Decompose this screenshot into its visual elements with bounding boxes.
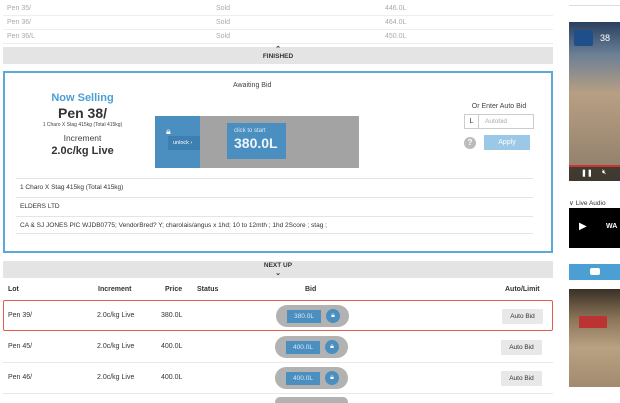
lot-info-description: 1 Charo X Stag 415kg (Total 415kg) xyxy=(16,178,533,196)
auto-bid-label: Or Enter Auto Bid xyxy=(471,103,527,110)
next-table-header: Lot Increment Price Status Bid Auto/Limi… xyxy=(3,283,553,297)
video-controls: ❚❚ 🔇︎ xyxy=(569,167,620,181)
col-bid: Bid xyxy=(305,286,317,293)
row-price: 400.0L xyxy=(161,343,183,350)
video-progress xyxy=(569,165,620,167)
finished-price: 464.0L xyxy=(385,19,407,26)
col-auto: Auto/Limit xyxy=(505,286,540,293)
live-audio-label: Live Audio xyxy=(575,200,606,207)
finished-status: Sold xyxy=(216,5,231,12)
row-lot: Pen 46/ xyxy=(8,374,33,381)
col-increment: Increment xyxy=(98,286,132,293)
sidebar-top-divider xyxy=(569,0,620,6)
row-bid-button[interactable]: 400.0L xyxy=(286,372,320,385)
help-icon[interactable]: ? xyxy=(464,136,476,149)
finished-label: FINISHED xyxy=(262,53,294,60)
lock-icon[interactable]: 🔒︎ xyxy=(325,371,339,385)
unlock-label: unlock xyxy=(173,140,189,146)
auto-bid-form: Or Enter Auto Bid L Autobid ? Apply xyxy=(464,103,534,150)
row-bid-control: 400.0L 🔒︎ xyxy=(275,367,348,389)
finished-lot: Pen 35/ xyxy=(7,5,32,12)
row-bid-button[interactable]: 380.0L xyxy=(287,310,321,323)
auto-bid-placeholder: Autobid xyxy=(485,118,508,125)
col-lot: Lot xyxy=(8,286,19,293)
col-price: Price xyxy=(165,286,183,293)
now-selling-heading: Now Selling xyxy=(51,92,114,104)
row-bid-control: 380.0L 🔒︎ xyxy=(276,305,349,327)
youtube-button[interactable] xyxy=(569,264,620,280)
audio-text: WA xyxy=(606,223,618,230)
row-price: 380.0L xyxy=(161,312,183,319)
auto-bid-prefix: L xyxy=(465,115,479,128)
finished-status: Sold xyxy=(216,33,231,40)
table-row: Pen 45/ 2.0c/kg Live 400.0L 400.0L 🔒︎ Au… xyxy=(3,332,553,363)
chevron-down-icon: ⌄ xyxy=(275,270,281,277)
col-status: Status xyxy=(197,286,219,293)
auto-bid-button[interactable]: Auto Bid xyxy=(501,340,542,355)
bid-status: Awaiting Bid xyxy=(233,82,272,89)
increment-value: 2.0c/kg Live xyxy=(51,145,114,157)
auto-bid-input[interactable]: L Autobid xyxy=(464,114,534,129)
lock-icon: 🔒︎ xyxy=(166,126,171,136)
row-bid-control-partial xyxy=(275,397,348,403)
row-lot: Pen 45/ xyxy=(8,343,33,350)
finished-toggle[interactable]: ⌃ FINISHED xyxy=(3,46,553,64)
now-selling-panel: Now Selling Pen 38/ 1 Charo X Stag 415kg… xyxy=(3,71,553,253)
auto-bid-button[interactable]: Auto Bid xyxy=(502,309,543,324)
row-lot: Pen 39/ xyxy=(8,312,33,319)
unlock-button[interactable]: 🔒︎ unlock › xyxy=(155,116,200,168)
live-audio-heading: ∨ Live Audio xyxy=(569,199,606,207)
table-row: Pen 39/ 2.0c/kg Live 380.0L 380.0L 🔒︎ Au… xyxy=(3,300,553,331)
apply-button[interactable]: Apply xyxy=(484,135,530,150)
now-selling-summary: Now Selling Pen 38/ 1 Charo X Stag 415kg… xyxy=(5,92,160,157)
row-bid-control: 400.0L 🔒︎ xyxy=(275,336,348,358)
mute-icon[interactable]: 🔇︎ xyxy=(602,169,607,176)
video-icon xyxy=(590,268,600,275)
next-up-toggle[interactable]: NEXT UP ⌄ xyxy=(3,261,553,278)
lock-icon[interactable]: 🔒︎ xyxy=(326,309,340,323)
finished-price: 446.0L xyxy=(385,5,407,12)
unlock-tag: unlock › xyxy=(168,136,200,150)
secondary-video-feed[interactable] xyxy=(569,289,620,387)
rss-icon: ∨ xyxy=(569,200,574,207)
finished-row: Pen 36/L Sold 450.0L xyxy=(3,30,553,44)
finished-row: Pen 35/ Sold 446.0L xyxy=(3,2,553,16)
arena-sign xyxy=(579,316,607,328)
table-row: Pen 46/ 2.0c/kg Live 400.0L 400.0L 🔒︎ Au… xyxy=(3,363,553,394)
lot-info-vendor: CA & SJ JONES PIC WJDB0775; VendorBred? … xyxy=(16,216,533,234)
lot-info-agent: ELDERS LTD xyxy=(16,197,533,215)
start-bid-button[interactable]: click to start 380.0L xyxy=(227,123,286,159)
row-bid-button[interactable]: 400.0L xyxy=(286,341,320,354)
bid-control: 🔒︎ unlock › click to start 380.0L xyxy=(155,116,359,168)
row-price: 400.0L xyxy=(161,374,183,381)
start-bid-label: click to start xyxy=(234,128,266,134)
row-increment: 2.0c/kg Live xyxy=(97,343,135,350)
lock-icon[interactable]: 🔒︎ xyxy=(325,340,339,354)
row-increment: 2.0c/kg Live xyxy=(97,312,135,319)
next-up-label: NEXT UP xyxy=(263,262,293,269)
auto-bid-button[interactable]: Auto Bid xyxy=(501,371,542,386)
finished-lot: Pen 36/L xyxy=(7,33,36,40)
pause-icon[interactable]: ❚❚ xyxy=(581,170,593,177)
current-bid-value: 380.0L xyxy=(234,135,278,151)
increment-label: Increment xyxy=(63,133,102,143)
finished-lot: Pen 36/ xyxy=(7,19,32,26)
chevron-right-icon: › xyxy=(190,140,193,146)
chevron-up-icon: ⌃ xyxy=(275,46,281,53)
row-increment: 2.0c/kg Live xyxy=(97,374,135,381)
channel-logo xyxy=(574,30,593,46)
audio-player[interactable]: ▶︎ WA xyxy=(569,208,620,248)
video-feed[interactable]: 38 ❚❚ 🔇︎ xyxy=(569,22,620,181)
finished-price: 450.0L xyxy=(385,33,407,40)
finished-status: Sold xyxy=(216,19,231,26)
lot-description: 1 Charo X Stag 415kg (Total 415kg) xyxy=(42,122,123,128)
current-lot: Pen 38/ xyxy=(57,105,108,121)
video-lot-number: 38 xyxy=(600,33,611,43)
play-icon[interactable]: ▶︎ xyxy=(579,221,587,232)
finished-row: Pen 36/ Sold 464.0L xyxy=(3,16,553,30)
